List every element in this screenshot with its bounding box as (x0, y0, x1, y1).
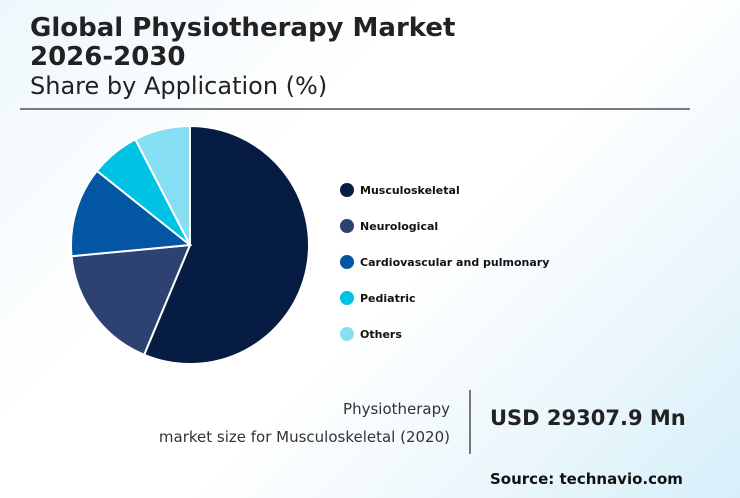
legend-item: Cardiovascular and pulmonary (340, 244, 549, 280)
legend-swatch-icon (340, 219, 354, 233)
chart-title-line1: Global Physiotherapy Market (30, 13, 456, 43)
legend-swatch-icon (340, 183, 354, 197)
legend-label: Musculoskeletal (360, 183, 460, 197)
pie-chart (70, 124, 310, 365)
pie-slice-neurological (70, 243, 192, 357)
pie-slice-musculoskeletal (142, 124, 310, 365)
legend-label: Neurological (360, 219, 439, 233)
legend-swatch-icon (340, 327, 354, 341)
legend-label: Pediatric (360, 291, 416, 305)
title-divider (20, 108, 690, 110)
chart-subtitle: Share by Application (%) (30, 72, 328, 100)
pie-slice-others (133, 124, 191, 246)
chart-title-line2: 2026-2030 (30, 42, 186, 72)
legend: Musculoskeletal Neurological Cardiovascula… (340, 172, 549, 352)
stat-label-line2: market size for Musculoskeletal (2020) (158, 428, 450, 446)
pie-slice-cardiovascular-and-pulmonary (70, 169, 193, 258)
legend-item: Musculoskeletal (340, 172, 549, 208)
legend-swatch-icon (340, 255, 354, 269)
stat-divider (469, 390, 471, 454)
stat-label-line1: Physiotherapy (343, 400, 450, 418)
chart-title: Global Physiotherapy Market 2026-2030 (30, 14, 455, 72)
source-credit: Source: technavio.com (490, 470, 683, 488)
legend-label: Cardiovascular and pulmonary (360, 255, 550, 269)
legend-item: Neurological (340, 208, 549, 244)
legend-label: Others (360, 327, 402, 341)
stat-value: USD 29307.9 Mn (490, 406, 686, 430)
legend-item: Others (340, 316, 549, 352)
legend-swatch-icon (340, 291, 354, 305)
legend-item: Pediatric (340, 280, 549, 316)
